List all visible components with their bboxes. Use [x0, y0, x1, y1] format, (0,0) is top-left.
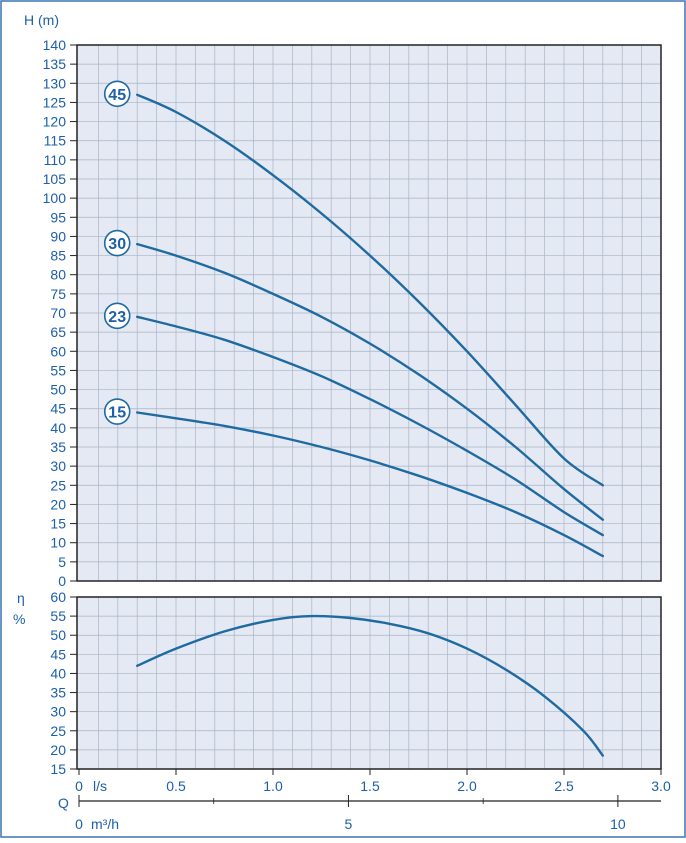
head-curve-30	[136, 242, 604, 521]
head-y-tick-label: 120	[43, 114, 67, 130]
flow-axes: Q 00.51.01.52.02.53.0 051015202530354045…	[58, 769, 671, 832]
cubic-metres-per-hour-unit: m³/h	[91, 816, 119, 832]
efficiency-curve	[136, 614, 604, 757]
m3h-tick-label: 0	[75, 816, 83, 832]
head-y-tick-label: 20	[50, 496, 66, 512]
curve-badge-23: 23	[103, 302, 131, 330]
head-y-tick-label: 85	[50, 248, 66, 264]
head-y-tick-label: 60	[50, 343, 66, 359]
head-y-tick-label: 115	[44, 133, 67, 149]
head-plot: 45 30 23 15 0 5 10 15 20 25 30 35 40 45 50 55 60 65 70 75 8…	[24, 12, 662, 589]
ls-tick-label: 0	[75, 778, 83, 794]
ls-tick-label: 0.5	[166, 778, 186, 794]
efficiency-y-tick-label: 15	[50, 761, 66, 777]
curve-badge-label: 23	[108, 309, 126, 326]
flow-q-label: Q	[58, 795, 69, 811]
m3h-tick-label: 5	[345, 816, 353, 832]
litres-per-second-unit: l/s	[93, 778, 107, 794]
head-y-tick-label: 135	[43, 56, 67, 72]
head-y-tick-label: 95	[50, 209, 66, 225]
m3h-tick-label: 10	[610, 816, 626, 832]
efficiency-y-tick-label: 45	[50, 646, 66, 662]
ls-tick-label: 3.0	[651, 778, 671, 794]
efficiency-y-tick-label: 25	[50, 723, 66, 739]
head-curve-45	[136, 93, 604, 487]
head-y-tick-label: 65	[50, 324, 66, 340]
curve-badge-circle	[103, 398, 131, 425]
curve-badge-circle	[103, 80, 131, 108]
head-y-tick-label: 70	[50, 305, 66, 321]
curve-badge-30: 30	[103, 229, 131, 257]
ls-tick-label: 1.5	[360, 778, 380, 794]
head-y-tick-label: 25	[50, 477, 66, 493]
head-y-tick-label: 100	[43, 190, 67, 206]
head-y-tick-label: 10	[50, 535, 66, 551]
ls-tick-label: 2.5	[554, 778, 574, 794]
head-y-tick-label: 50	[50, 382, 66, 398]
head-curve-23	[136, 315, 604, 537]
head-curves	[136, 93, 604, 558]
head-y-tick-label: 15	[50, 516, 66, 532]
efficiency-y-tick-label: 20	[50, 742, 66, 758]
ls-tick-label: 2.0	[457, 778, 477, 794]
head-y-tick-label: 140	[43, 37, 67, 53]
head-y-tick-label: 110	[44, 152, 67, 168]
efficiency-y-tick-label: 35	[50, 685, 66, 701]
efficiency-plot: 15 20 25 30 35 40 45 50 55 60 η %	[13, 589, 662, 777]
curve-badge-circle	[103, 229, 131, 257]
head-y-tick-label: 130	[43, 75, 67, 91]
efficiency-y-axis-label-percent: %	[13, 611, 25, 627]
efficiency-plot-background	[77, 597, 661, 769]
efficiency-plot-border	[76, 596, 662, 770]
efficiency-y-tick-label: 60	[50, 589, 66, 605]
curve-badge-45: 45	[103, 80, 131, 108]
head-y-tick-label: 125	[43, 94, 67, 110]
litres-per-second-ticks: 0 0.5 1.0 1.5 2.0 2.5 3.0	[75, 769, 671, 794]
curve-badge-label: 45	[108, 87, 126, 104]
curve-badge-circle	[103, 302, 131, 330]
head-y-tick-label: 80	[50, 267, 66, 283]
head-y-tick-label: 75	[50, 286, 66, 302]
efficiency-y-ticks: 15 20 25 30 35 40 45 50 55 60	[50, 589, 77, 777]
efficiency-y-tick-label: 30	[50, 704, 66, 720]
head-y-tick-label: 30	[50, 458, 66, 474]
head-curve-badges: 45 30 23 15	[103, 80, 131, 425]
efficiency-curves	[136, 614, 604, 757]
head-y-tick-label: 5	[58, 554, 66, 570]
head-y-tick-label: 90	[50, 228, 66, 244]
curve-badge-label: 15	[108, 405, 126, 422]
efficiency-gridlines	[77, 597, 661, 769]
efficiency-y-axis-label-eta: η	[17, 590, 25, 606]
head-gridlines	[77, 45, 661, 581]
curve-badge-label: 30	[108, 236, 126, 253]
head-curve-15	[136, 411, 604, 558]
efficiency-y-tick-label: 50	[50, 627, 66, 643]
head-y-tick-label: 40	[50, 420, 66, 436]
efficiency-y-tick-label: 40	[50, 665, 66, 681]
head-y-tick-label: 105	[43, 171, 67, 187]
head-y-tick-label: 45	[50, 401, 66, 417]
head-y-ticks: 0 5 10 15 20 25 30 35 40 45 50 55 60 65 70 75 80 85 90 95 10…	[43, 37, 77, 589]
head-y-tick-label: 0	[58, 573, 66, 589]
head-y-tick-label: 35	[50, 439, 66, 455]
head-y-axis-label: H (m)	[24, 12, 59, 28]
ls-tick-label: 1.0	[263, 778, 283, 794]
efficiency-y-tick-label: 55	[50, 608, 66, 624]
curve-badge-15: 15	[103, 398, 131, 425]
head-y-tick-label: 55	[50, 362, 66, 378]
